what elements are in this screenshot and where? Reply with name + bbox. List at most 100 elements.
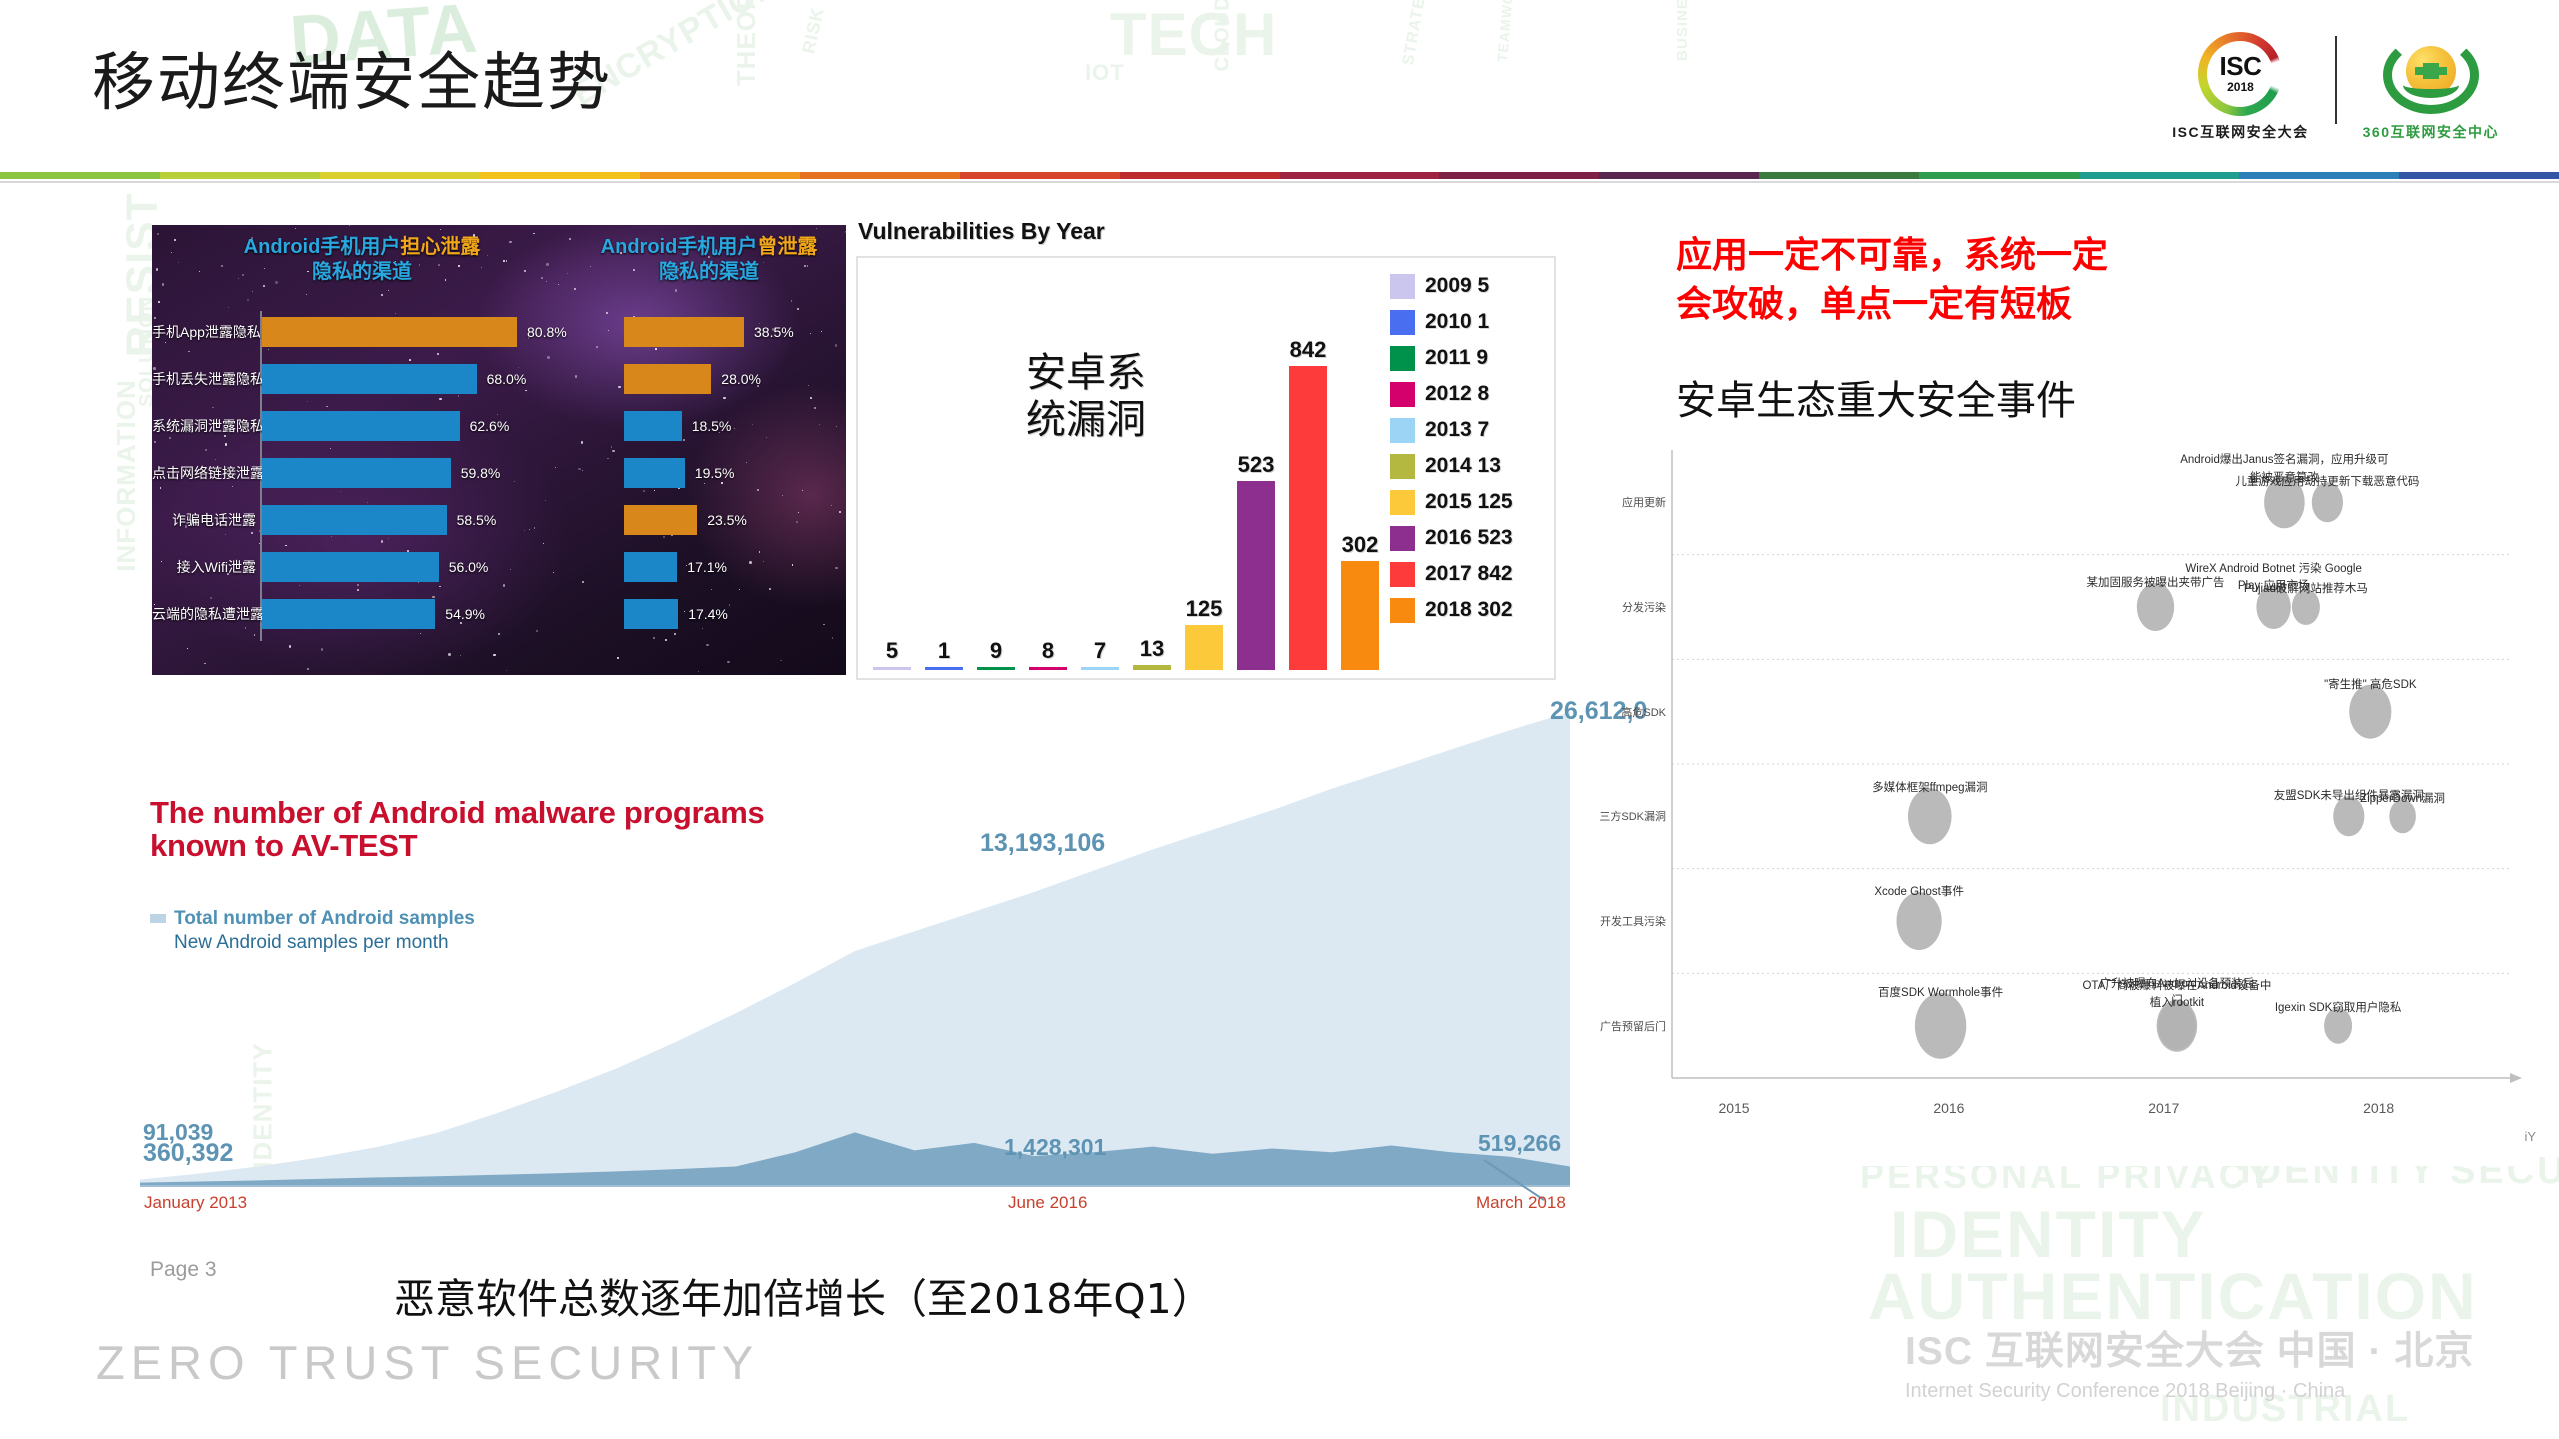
- star: [610, 446, 613, 448]
- bubble-x-label: 2015: [1718, 1100, 1750, 1116]
- star: [460, 655, 462, 656]
- star: [490, 431, 491, 432]
- legend-label-new: New Android samples per month: [174, 932, 449, 953]
- star: [727, 660, 730, 663]
- android-malware-chart: The number of Android malware programs k…: [140, 697, 1675, 1240]
- star: [188, 350, 190, 353]
- bubble-point[interactable]: [2136, 583, 2175, 631]
- star: [578, 468, 581, 471]
- star: [177, 261, 179, 263]
- vuln-bar-slot: 8: [1029, 266, 1067, 670]
- privacy-bar-row: 点击网络链接泄露 59.8%: [152, 456, 500, 490]
- star: [458, 265, 460, 268]
- vuln-bar-slot: 7: [1081, 266, 1119, 670]
- star: [264, 267, 265, 269]
- star: [802, 490, 804, 492]
- footer-isc-en: Internet Security Conference 2018 Beijin…: [1905, 1380, 2346, 1402]
- star: [678, 487, 681, 489]
- bubble-point[interactable]: [2256, 585, 2291, 629]
- star: [171, 252, 173, 254]
- star: [493, 654, 496, 657]
- isc-logo: ISC 2018 ISC互联网安全大会: [2172, 32, 2308, 142]
- bubble-point[interactable]: [2389, 799, 2416, 834]
- privacy-bar-label: 点击网络链接泄露: [152, 465, 264, 481]
- legend-swatch-total: [150, 914, 166, 923]
- bubble-point[interactable]: [2264, 476, 2305, 529]
- star: [330, 448, 331, 450]
- annotation-value: 360,392: [143, 1139, 234, 1167]
- bubble-point[interactable]: [2349, 684, 2392, 739]
- privacy-bar-value: 62.6%: [469, 418, 510, 434]
- vuln-bar: [1237, 481, 1275, 670]
- privacy-chart-left-title: Android手机用户担心泄露 隐私的渠道: [243, 236, 481, 283]
- star: [211, 406, 214, 409]
- star: [720, 482, 723, 484]
- star: [439, 397, 442, 400]
- vuln-legend-label: 2011 9: [1425, 346, 1489, 369]
- bubble-point[interactable]: [2324, 1007, 2353, 1044]
- vuln-legend-label: 2016 523: [1425, 526, 1513, 549]
- privacy-bar: [624, 458, 685, 488]
- thin-rule: [0, 181, 2559, 183]
- vuln-bar-slot: 842: [1289, 266, 1327, 670]
- star: [612, 449, 615, 453]
- star: [758, 551, 761, 553]
- star: [457, 395, 460, 397]
- star: [259, 543, 260, 544]
- watermark-word: STRATEGY: [1399, 0, 1434, 67]
- chart-title: Vulnerabilities By Year: [858, 218, 1105, 244]
- vuln-bar-slot: 5: [873, 266, 911, 670]
- privacy-bar: [624, 317, 744, 347]
- privacy-bar-row: 28.0%: [624, 362, 761, 396]
- star: [154, 316, 156, 319]
- star: [362, 238, 364, 240]
- star: [439, 228, 442, 231]
- vuln-overlay-line: 统漏洞: [1026, 397, 1146, 444]
- bubble-point[interactable]: [2291, 589, 2320, 625]
- star: [331, 535, 333, 537]
- logo-divider: [2334, 36, 2337, 124]
- bubble-point[interactable]: [2158, 1001, 2196, 1050]
- star: [831, 637, 834, 639]
- star: [523, 529, 526, 532]
- privacy-bar-row: 云端的隐私遭泄露 54.9%: [152, 597, 485, 631]
- vuln-bar: [1185, 624, 1223, 670]
- bubble-point[interactable]: [1896, 892, 1942, 950]
- rule-segment: [1439, 172, 1600, 179]
- star: [845, 231, 846, 233]
- star: [432, 595, 435, 599]
- star: [305, 293, 307, 295]
- privacy-bar-row: 系统漏洞泄露隐私 62.6%: [152, 409, 509, 443]
- privacy-bar-row: 23.5%: [624, 503, 747, 537]
- privacy-bar: [262, 505, 447, 535]
- privacy-bar-row: 17.4%: [624, 597, 728, 631]
- star: [251, 531, 254, 534]
- rule-segment: [2399, 172, 2559, 179]
- vuln-legend-row: 2017 842: [1390, 556, 1542, 592]
- star: [643, 489, 646, 492]
- vuln-bar-value: 523: [1237, 452, 1275, 478]
- bubble-point[interactable]: [1908, 788, 1952, 845]
- annotation-value: 519,266: [1478, 1130, 1562, 1156]
- star: [544, 499, 546, 501]
- vuln-bar-slot: 1: [925, 266, 963, 670]
- bubble-point[interactable]: [1914, 992, 1967, 1059]
- vuln-bar-value: 5: [885, 638, 899, 663]
- star: [546, 263, 549, 266]
- rule-segment: [1119, 172, 1280, 179]
- privacy-bar-value: 58.5%: [456, 512, 497, 528]
- bubble-point[interactable]: [2333, 796, 2365, 837]
- star: [496, 413, 498, 415]
- star: [198, 271, 201, 273]
- vulnerabilities-by-year-chart: Vulnerabilities By Year 5 1 9 8 7 13 125 523 842…: [856, 218, 1556, 680]
- privacy-bar: [262, 411, 460, 441]
- star: [250, 236, 253, 239]
- bubble-point[interactable]: [2311, 482, 2343, 523]
- star: [698, 671, 700, 672]
- footer-isc-cn: ISC 互联网安全大会 中国 · 北京: [1905, 1330, 2475, 1373]
- vuln-bar-value: 8: [1041, 638, 1055, 663]
- star: [665, 638, 668, 642]
- annotation-value: 91,039: [143, 1119, 214, 1145]
- star: [581, 580, 585, 584]
- star: [567, 272, 568, 274]
